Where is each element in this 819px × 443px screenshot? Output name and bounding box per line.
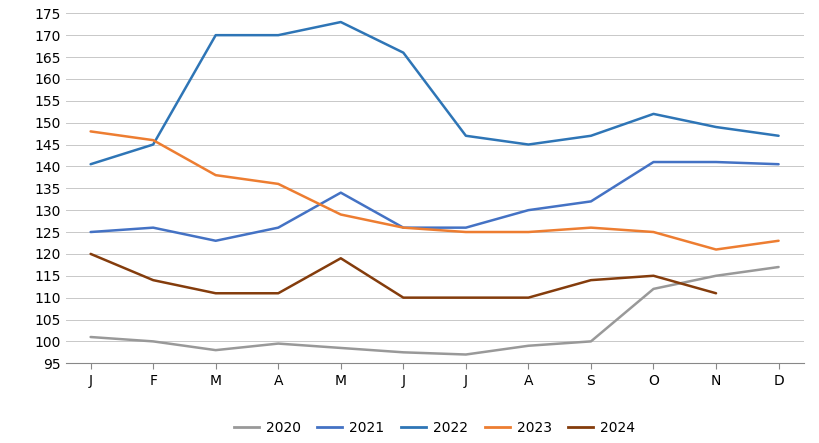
Legend: 2020, 2021, 2022, 2023, 2024: 2020, 2021, 2022, 2023, 2024	[228, 416, 640, 441]
